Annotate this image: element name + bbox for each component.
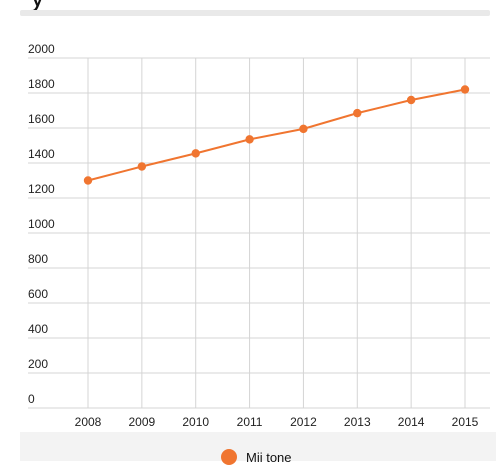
x-tick-label: 2012 (290, 415, 317, 429)
x-tick-label: 2013 (344, 415, 371, 429)
y-tick-label: 600 (28, 287, 48, 301)
page-title: y (30, 0, 45, 12)
x-tick-label: 2010 (182, 415, 209, 429)
legend-band (20, 432, 496, 461)
x-tick-label: 2014 (398, 415, 425, 429)
y-tick-label: 400 (28, 322, 48, 336)
series-line (87, 88, 466, 182)
y-tick-label: 1000 (28, 217, 55, 231)
y-tick-label: 1400 (28, 147, 55, 161)
title-divider-bar (20, 10, 490, 16)
data-point (245, 135, 254, 144)
y-tick-label: 800 (28, 252, 48, 266)
data-point (83, 176, 93, 185)
line-chart: 0 200 400 600 800 1000 1200 1400 1600 1800 2000 200… (28, 42, 490, 429)
x-tick-label: 2008 (75, 415, 102, 429)
legend[interactable]: Mii tone (221, 449, 292, 465)
data-point (299, 124, 308, 134)
data-point (353, 108, 362, 118)
y-tick-label: 1600 (28, 112, 55, 126)
legend-label: Mii tone (246, 449, 292, 465)
y-tick-label: 1200 (28, 182, 55, 196)
legend-swatch-icon (221, 449, 237, 465)
y-tick-label: 0 (28, 392, 35, 406)
x-tick-label: 2015 (452, 415, 479, 429)
data-point (406, 95, 416, 105)
y-tick-label: 200 (28, 357, 48, 371)
data-point (137, 162, 147, 171)
data-point (191, 149, 200, 158)
y-tick-label: 2000 (28, 42, 55, 56)
y-tick-label: 1800 (28, 77, 55, 91)
data-point (460, 85, 470, 94)
x-tick-label: 2011 (237, 415, 263, 429)
x-tick-label: 2009 (129, 415, 156, 429)
